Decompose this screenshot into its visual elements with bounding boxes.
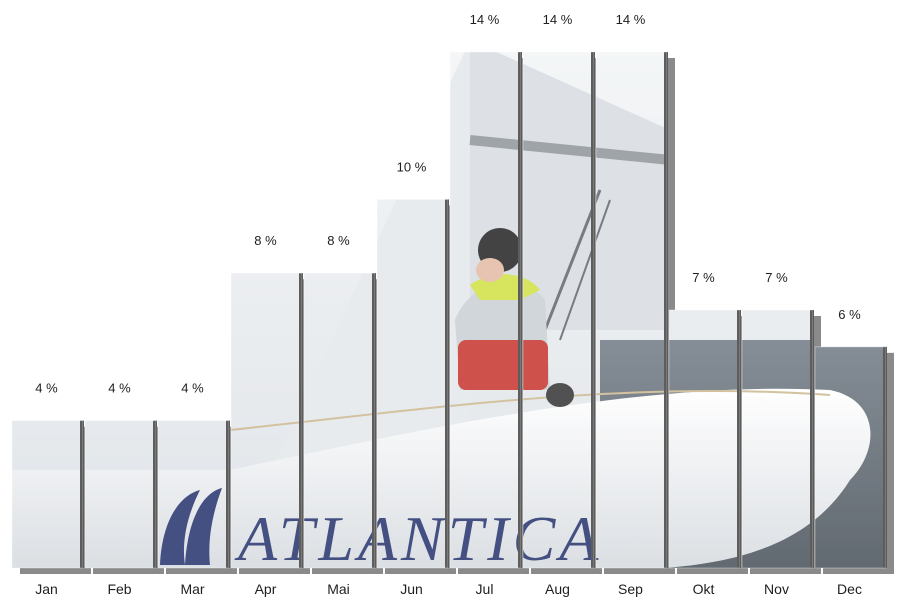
category-label: Okt bbox=[693, 581, 715, 597]
rigging-line bbox=[543, 189, 602, 331]
value-label: 7 % bbox=[765, 270, 788, 285]
category-label: Dec bbox=[837, 581, 862, 597]
bar-divider bbox=[372, 273, 376, 568]
value-label: 8 % bbox=[327, 233, 350, 248]
bar-sep bbox=[595, 51, 668, 569]
bar-aug bbox=[522, 51, 595, 569]
bar-jul bbox=[449, 51, 522, 569]
bar-divider bbox=[591, 52, 595, 568]
bar-divider bbox=[810, 310, 814, 568]
logo-text: ATLANTICA bbox=[234, 503, 602, 574]
bar-mar bbox=[157, 420, 230, 569]
sailor-face bbox=[476, 258, 504, 282]
rigging-line bbox=[559, 199, 611, 341]
value-label: 14 % bbox=[616, 12, 646, 27]
category-label: Jun bbox=[400, 581, 423, 597]
value-label: 6 % bbox=[838, 307, 861, 322]
bar-jan bbox=[11, 420, 84, 569]
bar-dec bbox=[814, 346, 887, 569]
category-labels: Jan Feb Mar Apr Mai Jun Jul Aug Sep Okt Nov Dec bbox=[35, 581, 862, 597]
value-label: 8 % bbox=[254, 233, 277, 248]
category-label: Mar bbox=[180, 581, 204, 597]
logo-sail-mark bbox=[160, 490, 200, 565]
bar-divider bbox=[664, 52, 668, 568]
bar-divider bbox=[299, 273, 303, 568]
category-label: Aug bbox=[545, 581, 570, 597]
bar-mai bbox=[303, 272, 376, 569]
bar-divider bbox=[445, 199, 449, 568]
value-label: 14 % bbox=[470, 12, 500, 27]
value-label: 4 % bbox=[108, 381, 131, 396]
value-labels: 4 % 4 % 4 % 8 % 8 % 10 % 14 % 14 % 14 % 7 % 7 % 6 % bbox=[35, 12, 861, 396]
value-label: 14 % bbox=[543, 12, 573, 27]
bar-divider bbox=[737, 310, 741, 568]
bar-nov bbox=[741, 309, 814, 569]
bar-apr bbox=[230, 272, 303, 569]
category-label: Nov bbox=[764, 581, 789, 597]
sailor-glove bbox=[546, 383, 574, 407]
bar-okt bbox=[668, 309, 741, 569]
bar-divider bbox=[518, 52, 522, 568]
atlantica-logo: ATLANTICA bbox=[160, 488, 602, 574]
category-label: Apr bbox=[255, 581, 277, 597]
bar-feb bbox=[84, 420, 157, 569]
value-label: 10 % bbox=[397, 159, 427, 174]
category-label: Sep bbox=[618, 581, 643, 597]
bar-divider bbox=[80, 420, 84, 568]
bar-dividers bbox=[80, 52, 887, 568]
sailor-trousers bbox=[458, 340, 548, 390]
bar-divider bbox=[883, 346, 887, 568]
value-label: 7 % bbox=[692, 270, 715, 285]
boat-hull bbox=[12, 388, 871, 569]
category-label: Feb bbox=[107, 581, 131, 597]
bars bbox=[11, 51, 887, 569]
bar-divider bbox=[153, 420, 157, 568]
category-label: Mai bbox=[327, 581, 350, 597]
bar-divider bbox=[226, 420, 230, 568]
value-label: 4 % bbox=[181, 381, 204, 396]
category-label: Jul bbox=[476, 581, 494, 597]
logo-sail-mark bbox=[185, 488, 222, 565]
boom bbox=[469, 135, 671, 165]
value-label: 4 % bbox=[35, 381, 58, 396]
category-label: Jan bbox=[35, 581, 58, 597]
bar-jun bbox=[376, 198, 449, 569]
